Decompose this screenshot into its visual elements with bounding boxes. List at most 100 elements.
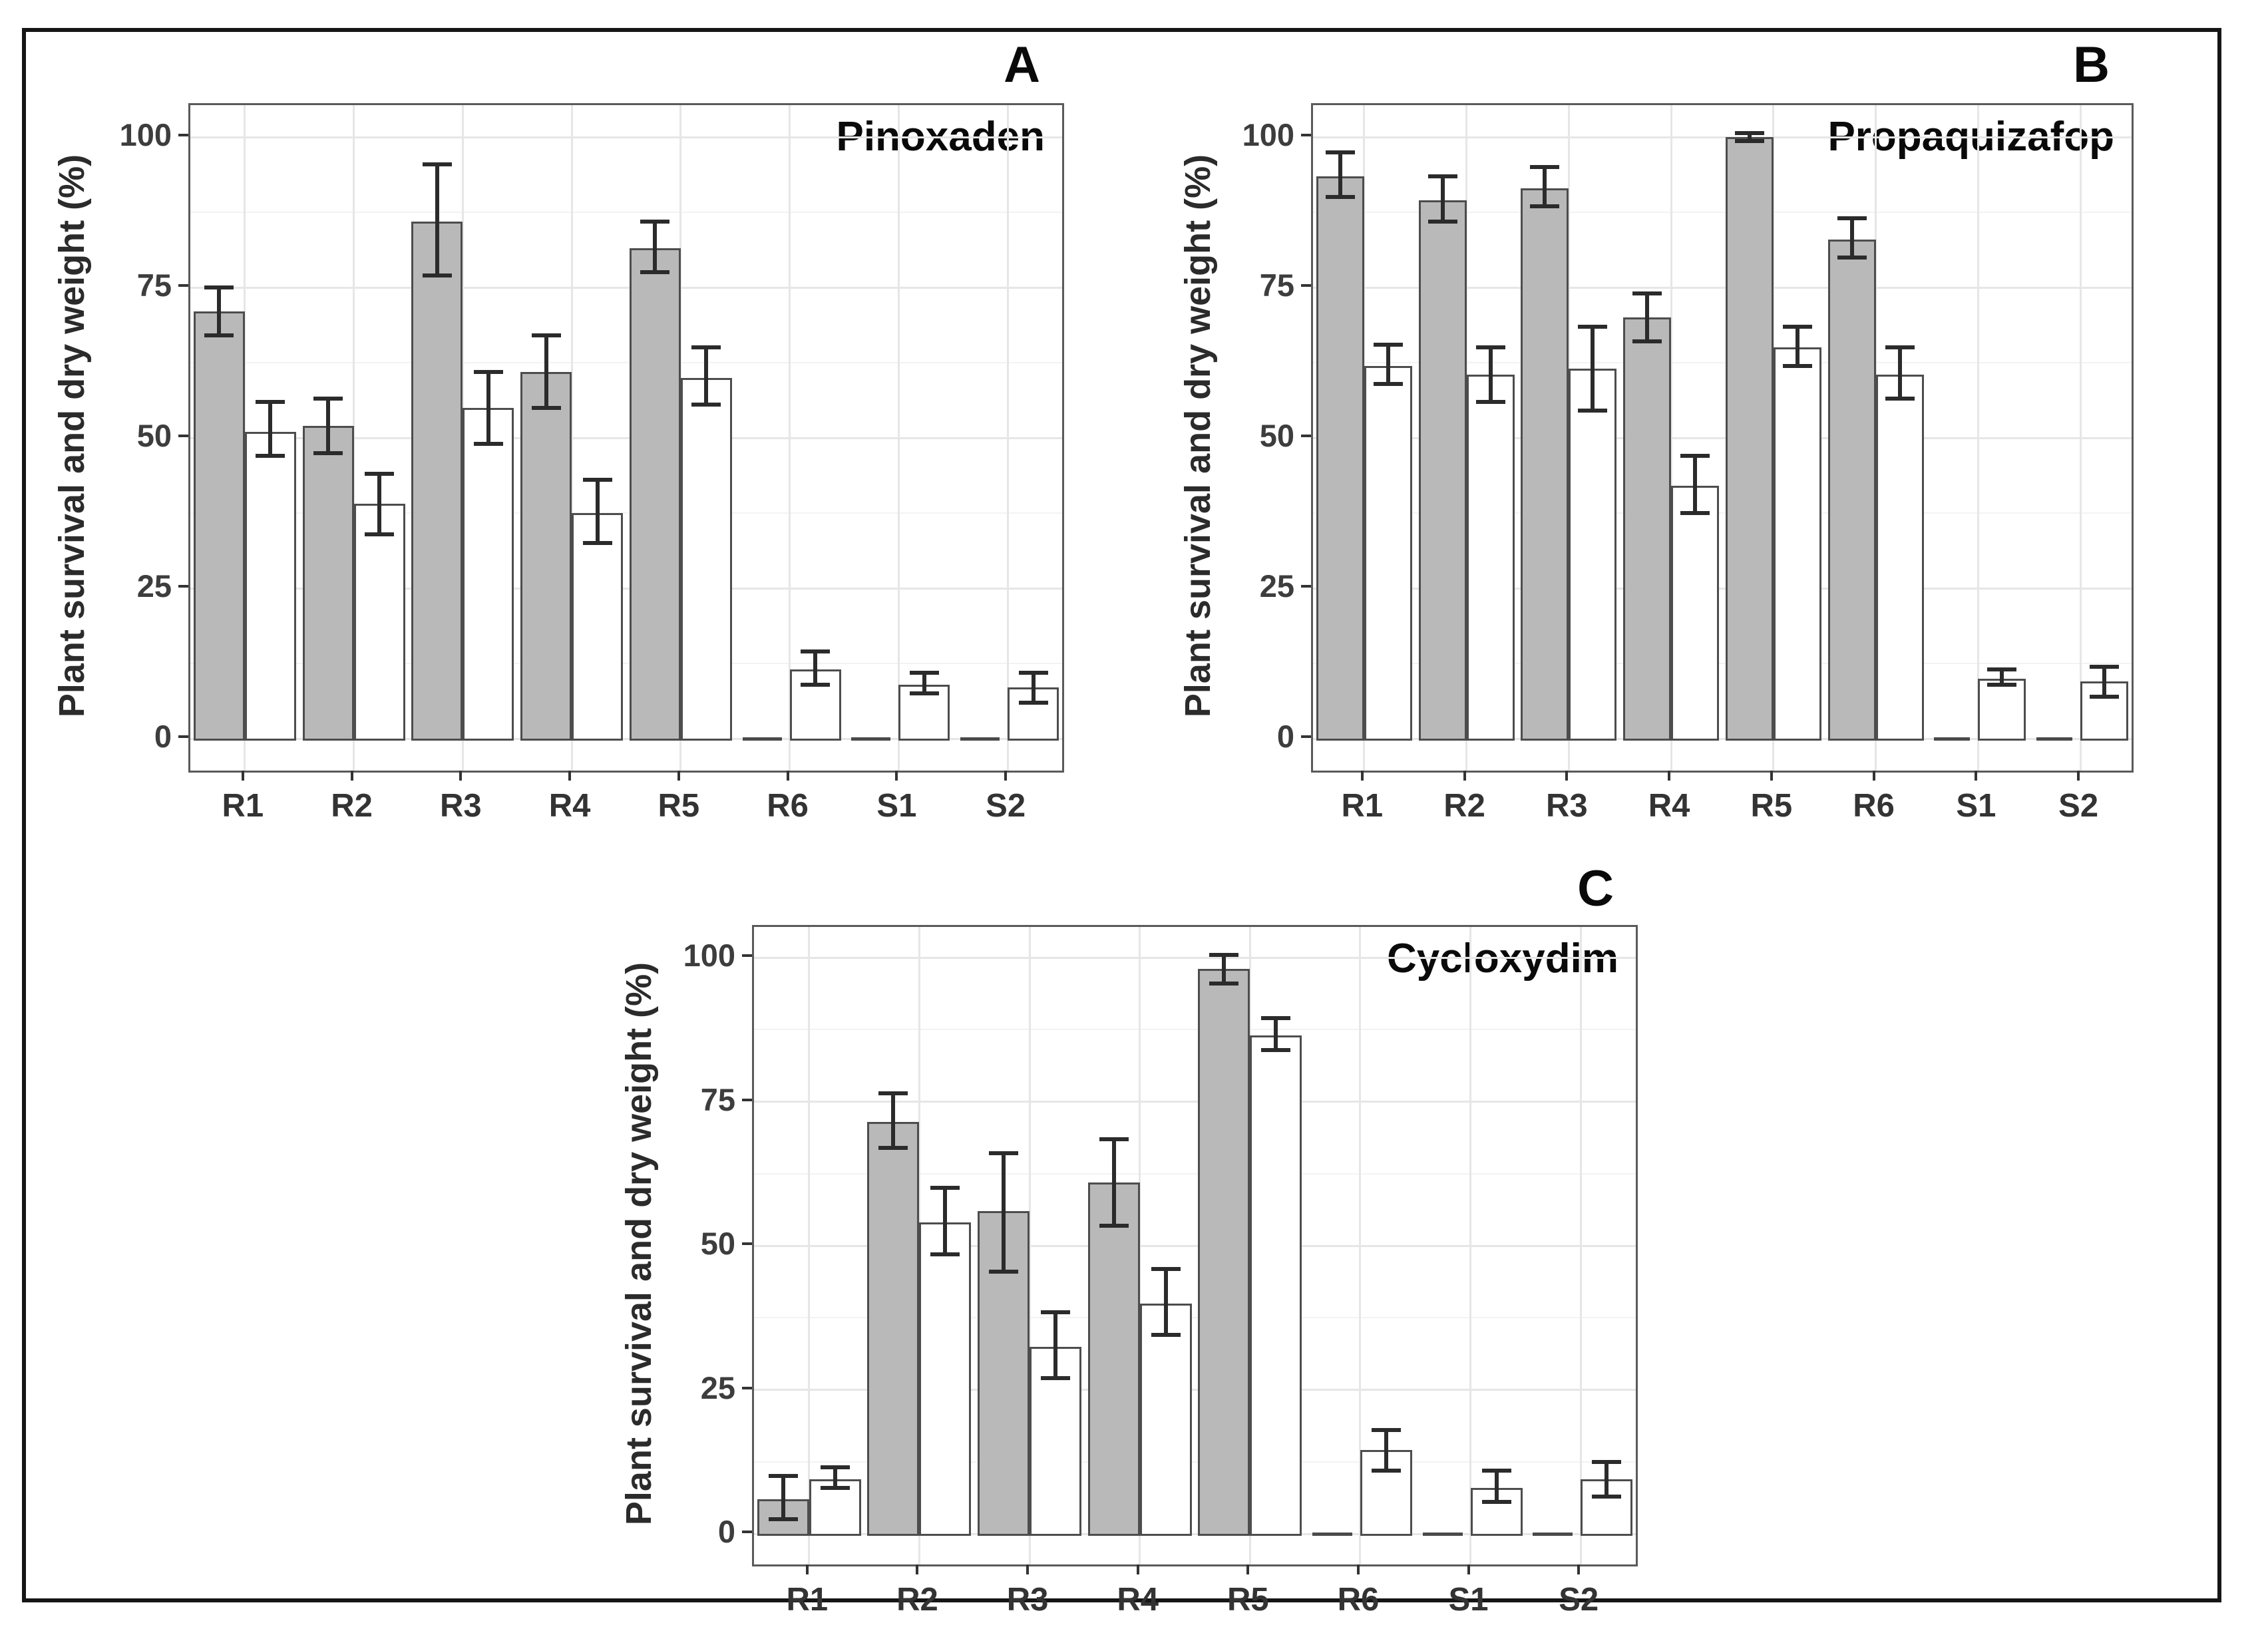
error-bar-cap [820, 1465, 850, 1470]
bar-dry-weight [244, 431, 296, 741]
error-bar-line [781, 1476, 785, 1520]
gridline-minor [754, 1173, 1636, 1175]
y-tick-label: 75 [1259, 268, 1294, 303]
error-bar-cap [1680, 511, 1710, 515]
error-bar-cap [365, 532, 395, 536]
error-bar-cap [1325, 150, 1355, 154]
gridline-vertical [1469, 927, 1472, 1564]
error-bar-cap [1782, 324, 1812, 329]
gridline-minor [1313, 663, 2132, 664]
error-bar-cap [1261, 1015, 1291, 1020]
y-tick-label: 100 [119, 117, 172, 152]
error-bar-cap [878, 1145, 908, 1150]
error-bar-cap [989, 1269, 1019, 1274]
error-bar-cap [1475, 399, 1505, 404]
error-bar-line [891, 1093, 896, 1148]
error-bar-cap [1371, 1428, 1401, 1433]
y-tick-mark [742, 1386, 752, 1389]
error-bar-cap [365, 472, 395, 476]
error-bar-cap [1837, 255, 1867, 260]
x-tick-label: R2 [896, 1582, 938, 1618]
error-bar-line [435, 164, 439, 275]
gridline-minor [1313, 212, 2132, 213]
x-tick-label: R1 [222, 788, 264, 824]
x-tick-label: R1 [1341, 788, 1384, 824]
error-bar-line [1163, 1268, 1168, 1336]
gridline-major [754, 956, 1636, 959]
x-tick-mark [1136, 1564, 1139, 1574]
gridline-major [1313, 437, 2132, 439]
error-bar-cap [1481, 1500, 1511, 1505]
error-bar-line [922, 672, 926, 694]
error-bar-line [1002, 1153, 1006, 1272]
bar-survival-zero [1533, 1533, 1573, 1536]
error-bar-cap [909, 691, 939, 696]
y-tick-label: 50 [136, 418, 172, 453]
bar-survival [1623, 317, 1672, 741]
y-tick-mark [742, 954, 752, 957]
error-bar-cap [204, 333, 234, 338]
x-tick-mark [895, 771, 898, 781]
gridline-minor [190, 362, 1062, 363]
y-tick-label: 25 [136, 568, 172, 604]
x-tick-mark [1565, 771, 1569, 781]
gridline-minor [1313, 512, 2132, 514]
error-bar-line [704, 347, 709, 405]
error-bar-cap [1041, 1310, 1071, 1314]
gridline-vertical [1977, 105, 1979, 771]
error-bar-cap [1530, 204, 1560, 208]
error-bar-cap [313, 397, 343, 401]
x-tick-mark [1770, 771, 1773, 781]
error-bar-cap [204, 285, 234, 289]
y-tick-mark [178, 435, 188, 437]
x-tick-label: S2 [1559, 1582, 1599, 1618]
gridline-major [1313, 136, 2132, 138]
x-tick-mark [568, 771, 572, 781]
bar-dry-weight [1139, 1303, 1192, 1536]
bar-survival-zero [1934, 737, 1971, 741]
gridline-vertical [1028, 927, 1031, 1564]
x-tick-mark [805, 1564, 809, 1574]
error-bar-line [1795, 326, 1799, 366]
bar-survival [1198, 969, 1250, 1536]
x-tick-label: R5 [1750, 788, 1793, 824]
error-bar-cap [1151, 1333, 1181, 1338]
bar-dry-weight [1671, 486, 1720, 741]
gridline-major [1313, 737, 2132, 740]
x-tick-label: R5 [658, 788, 700, 824]
error-bar-cap [1987, 682, 2017, 687]
error-bar-cap [1261, 1047, 1291, 1052]
error-bar-line [1605, 1461, 1609, 1497]
error-bar-line [1031, 672, 1036, 703]
x-tick-label: R2 [331, 788, 373, 824]
x-tick-mark [916, 1564, 919, 1574]
error-bar-line [1440, 176, 1445, 222]
error-bar-cap [422, 162, 452, 166]
y-tick-mark [1301, 134, 1311, 136]
panel-title-cycloxydim: Cycloxydim [1386, 936, 1618, 982]
error-bar-line [268, 401, 273, 456]
error-bar-line [2000, 669, 2004, 685]
bar-dry-weight [1875, 375, 1924, 741]
error-bar-cap [1592, 1494, 1622, 1499]
y-tick-mark [742, 1531, 752, 1533]
error-bar-line [1111, 1139, 1116, 1226]
panel-letter-a: A [1004, 37, 1040, 93]
error-bar-cap [1578, 409, 1608, 413]
gridline-minor [1313, 362, 2132, 363]
error-bar-line [1849, 218, 1854, 258]
bar-survival [411, 221, 463, 741]
x-tick-mark [1975, 771, 1978, 781]
x-tick-label: S2 [986, 788, 1026, 824]
gridline-minor [190, 212, 1062, 213]
error-bar-cap [1373, 342, 1403, 347]
gridline-vertical [1006, 105, 1009, 771]
error-bar-cap [2090, 694, 2120, 699]
gridline-vertical [2079, 105, 2082, 771]
bar-survival-zero [2036, 737, 2073, 741]
x-tick-mark [1246, 1564, 1250, 1574]
x-tick-mark [241, 771, 244, 781]
error-bar-cap [1427, 174, 1457, 178]
gridline-major [190, 136, 1062, 138]
